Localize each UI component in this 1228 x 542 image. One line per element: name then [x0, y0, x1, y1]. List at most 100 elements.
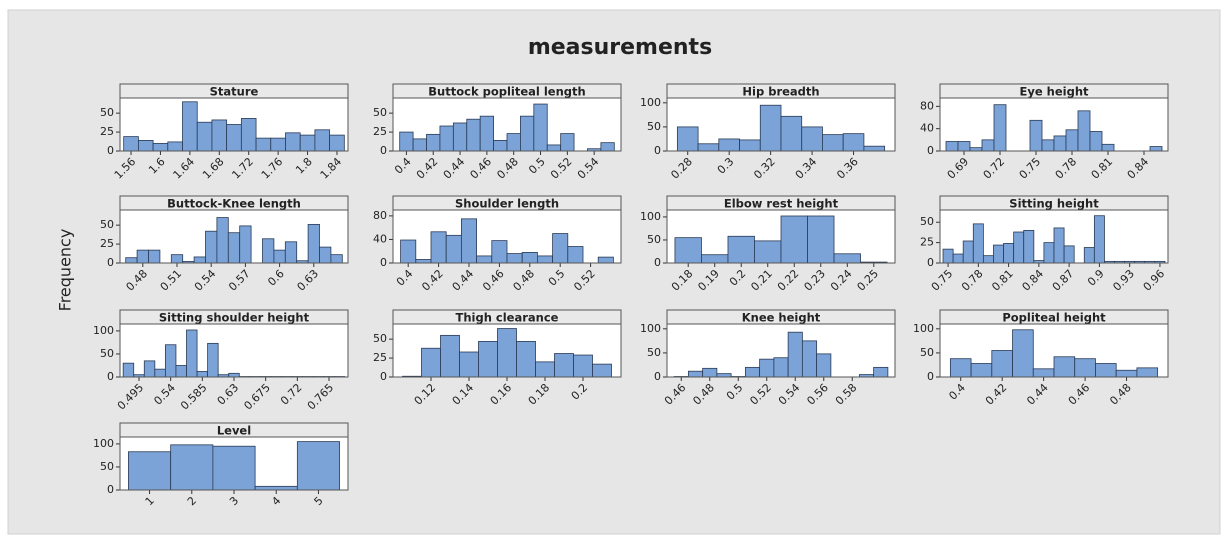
chart-title: measurements: [528, 35, 712, 60]
bar: [701, 254, 729, 264]
bar: [228, 372, 240, 378]
y-tick-label: 40: [920, 122, 934, 135]
bar: [415, 259, 432, 264]
bar: [154, 368, 166, 378]
panel-title: Hip breadth: [742, 85, 819, 99]
y-tick-label: 25: [100, 125, 114, 138]
bar: [780, 215, 808, 264]
bar: [1043, 242, 1055, 264]
bar: [1095, 363, 1117, 378]
y-tick-label: 100: [640, 210, 661, 223]
panel-title: Popliteal height: [1002, 311, 1106, 325]
bar: [676, 126, 699, 152]
bar: [459, 351, 479, 378]
bar: [205, 230, 218, 264]
bar: [491, 240, 508, 264]
bar: [1115, 369, 1138, 378]
bar: [863, 145, 886, 152]
panel-title: Buttock-Knee length: [167, 197, 301, 211]
plot-frame: [939, 97, 1169, 152]
bar: [1136, 367, 1159, 378]
bar: [1023, 229, 1035, 264]
panel-title: Knee height: [742, 311, 821, 325]
plot-frame: [119, 209, 349, 264]
plot-frame: [392, 97, 622, 152]
bar: [1012, 329, 1034, 378]
bar: [1149, 146, 1163, 152]
bar: [296, 441, 340, 491]
bar: [1101, 143, 1115, 152]
y-tick-label: 25: [373, 125, 387, 138]
bar: [270, 137, 286, 152]
bar: [196, 121, 213, 152]
y-tick-label: 80: [920, 99, 934, 112]
bar: [430, 231, 447, 264]
bar: [600, 142, 615, 152]
bar: [592, 363, 612, 378]
bar: [1003, 243, 1015, 264]
bar: [497, 328, 517, 378]
y-axis-label: Frequency: [56, 229, 75, 312]
bar: [493, 139, 508, 152]
bar: [227, 232, 241, 264]
bar: [573, 354, 593, 378]
bar: [787, 331, 803, 378]
panel-title: Eye height: [1020, 85, 1090, 99]
bar: [400, 239, 417, 264]
bar: [533, 103, 548, 152]
bar: [207, 342, 219, 378]
bar: [816, 353, 832, 378]
bar: [148, 249, 161, 264]
bar: [697, 143, 720, 152]
plot-frame: [666, 97, 896, 152]
bar: [314, 129, 331, 152]
bar: [952, 253, 964, 264]
bar: [466, 118, 481, 152]
bar: [674, 237, 702, 264]
bar: [122, 362, 135, 378]
bar: [262, 238, 275, 264]
y-tick-label: 0: [654, 256, 661, 269]
bar: [945, 141, 959, 152]
y-tick-label: 0: [107, 370, 114, 383]
bar: [1053, 135, 1067, 152]
y-tick-label: 50: [100, 218, 114, 231]
bar: [506, 253, 523, 264]
bar: [170, 254, 184, 264]
bar: [567, 246, 584, 264]
bar: [991, 350, 1013, 378]
y-tick-label: 100: [93, 437, 114, 450]
bar: [211, 119, 228, 152]
bar: [739, 139, 761, 152]
bar: [1074, 358, 1096, 378]
bar: [1053, 227, 1065, 264]
panel-title: Stature: [210, 85, 259, 99]
bar: [226, 124, 242, 152]
y-tick-label: 0: [380, 370, 387, 383]
bar: [439, 125, 454, 152]
bar: [560, 133, 575, 152]
bar: [1053, 356, 1076, 378]
plot-frame: [119, 436, 349, 491]
bar: [972, 223, 984, 264]
bar: [942, 248, 954, 264]
y-tick-label: 25: [100, 237, 114, 250]
y-tick-label: 50: [373, 106, 387, 119]
bar: [981, 139, 995, 152]
panel-title: Buttock popliteal length: [428, 85, 585, 99]
bar: [152, 143, 169, 152]
bar: [186, 329, 198, 378]
bar: [970, 363, 993, 378]
bar: [949, 358, 972, 378]
y-tick-label: 0: [927, 144, 934, 157]
bar: [476, 255, 493, 264]
bar: [426, 133, 441, 152]
bar: [1089, 131, 1103, 152]
bar: [801, 340, 818, 378]
bar: [535, 361, 555, 378]
bar: [521, 251, 538, 264]
bar: [143, 360, 156, 378]
y-tick-label: 50: [100, 460, 114, 473]
bar: [716, 373, 732, 378]
